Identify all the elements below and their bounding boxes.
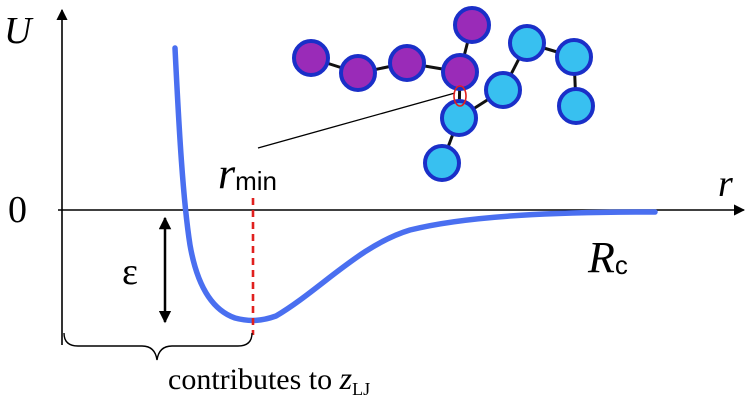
purple-atom xyxy=(292,39,330,77)
zero-label: 0 xyxy=(8,189,27,231)
purple-atom xyxy=(441,53,479,91)
blue-atom xyxy=(423,144,461,182)
molecule-illustration xyxy=(292,6,595,182)
purple-atom xyxy=(339,54,377,92)
rc-label: Rc xyxy=(587,233,628,282)
lj-potential-curve xyxy=(172,45,658,324)
y-axis-label: U xyxy=(4,10,34,52)
blue-atom xyxy=(555,38,593,76)
purple-atom xyxy=(453,6,491,44)
blue-atom xyxy=(440,99,478,137)
rmin-label: rmin xyxy=(218,149,277,198)
epsilon-label: ε xyxy=(122,251,138,293)
interaction-pair-highlight xyxy=(453,85,467,107)
contributes-label: contributes to zLJ xyxy=(168,360,370,399)
range-brace xyxy=(63,332,253,361)
blue-atoms xyxy=(423,24,595,182)
rmin-pointer-line xyxy=(257,92,456,149)
x-axis-label: r xyxy=(718,163,733,205)
purple-atom xyxy=(388,44,426,82)
blue-atom xyxy=(557,87,595,125)
blue-atom xyxy=(508,24,546,62)
purple-atoms xyxy=(292,6,491,92)
blue-atom xyxy=(484,71,522,109)
